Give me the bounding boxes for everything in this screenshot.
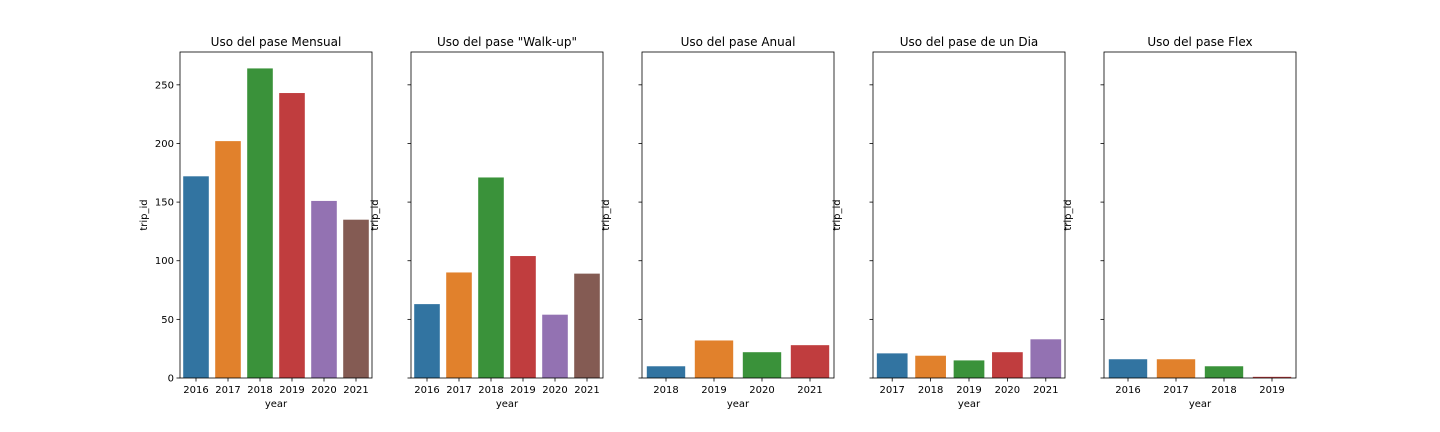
axes-frame bbox=[872, 51, 1066, 379]
bar-2020 bbox=[742, 352, 782, 378]
x-tick-label: 2017 bbox=[879, 385, 904, 396]
bar-2019 bbox=[1252, 376, 1292, 378]
chart-title: Uso del pase de un Dia bbox=[900, 35, 1039, 49]
x-axis-label: year bbox=[496, 399, 519, 410]
bar-2020 bbox=[992, 352, 1023, 378]
x-tick-label: 2019 bbox=[279, 385, 304, 396]
x-tick-label: 2017 bbox=[446, 385, 471, 396]
bar-2017 bbox=[215, 141, 241, 378]
bar-2016 bbox=[414, 304, 440, 378]
x-tick-label: 2018 bbox=[478, 385, 503, 396]
x-tick-label: 2018 bbox=[918, 385, 943, 396]
x-tick-label: 2021 bbox=[1033, 385, 1058, 396]
bar-2018 bbox=[915, 355, 946, 378]
bar-2019 bbox=[694, 340, 734, 378]
x-tick-label: 2019 bbox=[956, 385, 981, 396]
bar-2019 bbox=[279, 93, 305, 378]
y-tick-label: 100 bbox=[155, 256, 174, 267]
bar-2021 bbox=[1030, 339, 1062, 378]
chart-title: Uso del pase "Walk-up" bbox=[437, 35, 577, 49]
y-axis-label: trip_id bbox=[1063, 199, 1074, 230]
y-axis-label: trip_id bbox=[601, 199, 612, 230]
x-tick-label: 2021 bbox=[343, 385, 368, 396]
chart-panel-1: 0 50 100 150 200 250 2016 2017 2018 2019 2020 2021 U… bbox=[139, 35, 373, 410]
bar-2019 bbox=[510, 256, 536, 378]
bar-2016 bbox=[183, 176, 209, 378]
chart-panel-2: 2016 2017 2018 2019 2020 2021 Uso del pase "Wa… bbox=[370, 35, 604, 410]
chart-title: Uso del pase Flex bbox=[1147, 35, 1252, 49]
x-axis-label: year bbox=[265, 399, 288, 410]
x-tick-label: 2021 bbox=[797, 385, 822, 396]
bar-2020 bbox=[311, 200, 337, 378]
x-tick-label: 2018 bbox=[247, 385, 272, 396]
bar-2017 bbox=[1156, 359, 1196, 378]
x-tick-label: 2017 bbox=[1163, 385, 1188, 396]
x-tick-label: 2020 bbox=[542, 385, 567, 396]
x-tick-label: 2018 bbox=[1211, 385, 1236, 396]
x-tick-label: 2021 bbox=[574, 385, 599, 396]
bar-2019 bbox=[953, 360, 985, 378]
bar-2016 bbox=[1108, 359, 1148, 378]
y-axis-label: trip_id bbox=[832, 199, 843, 230]
bar-2018 bbox=[247, 68, 273, 379]
axes-frame bbox=[179, 51, 373, 379]
bar-2021 bbox=[790, 345, 830, 378]
chart-panel-3: 2018 2019 2020 2021 Uso del pase Anual year tr… bbox=[601, 35, 835, 410]
x-axis-label: year bbox=[1189, 399, 1212, 410]
bar-2018 bbox=[1204, 366, 1244, 378]
x-tick-label: 2019 bbox=[510, 385, 535, 396]
y-tick-label: 150 bbox=[155, 198, 174, 209]
x-axis-label: year bbox=[958, 399, 981, 410]
y-axis-label: trip_id bbox=[139, 199, 150, 230]
bar-2021 bbox=[343, 219, 369, 378]
axes-frame bbox=[641, 51, 835, 379]
bar-2020 bbox=[542, 314, 568, 378]
y-tick-label: 250 bbox=[155, 80, 174, 91]
bar-2017 bbox=[876, 353, 908, 378]
chart-title: Uso del pase Anual bbox=[681, 35, 796, 49]
x-tick-label: 2020 bbox=[749, 385, 774, 396]
x-tick-label: 2018 bbox=[653, 385, 678, 396]
x-tick-label: 2016 bbox=[1115, 385, 1140, 396]
y-tick-label: 200 bbox=[155, 139, 174, 150]
bar-2018 bbox=[478, 177, 504, 378]
x-axis-label: year bbox=[727, 399, 750, 410]
x-tick-label: 2016 bbox=[414, 385, 439, 396]
y-tick-label: 0 bbox=[168, 374, 174, 385]
bar-2018 bbox=[646, 366, 686, 378]
x-tick-label: 2020 bbox=[995, 385, 1020, 396]
x-tick-label: 2016 bbox=[183, 385, 208, 396]
y-axis-label: trip_id bbox=[370, 199, 381, 230]
x-tick-label: 2019 bbox=[1259, 385, 1284, 396]
bar-2021 bbox=[574, 273, 600, 378]
axes-frame bbox=[410, 51, 604, 379]
y-tick-label: 50 bbox=[161, 315, 174, 326]
chart-title: Uso del pase Mensual bbox=[211, 35, 342, 49]
chart-panel-5: 2016 2017 2018 2019 Uso del pase Flex year tri… bbox=[1063, 35, 1297, 410]
bar-2017 bbox=[446, 272, 472, 378]
chart-panel-4: 2017 2018 2019 2020 2021 Uso del pase de un D… bbox=[832, 35, 1066, 410]
x-tick-label: 2017 bbox=[215, 385, 240, 396]
axes-frame bbox=[1103, 51, 1297, 379]
x-tick-label: 2019 bbox=[701, 385, 726, 396]
x-tick-label: 2020 bbox=[311, 385, 336, 396]
